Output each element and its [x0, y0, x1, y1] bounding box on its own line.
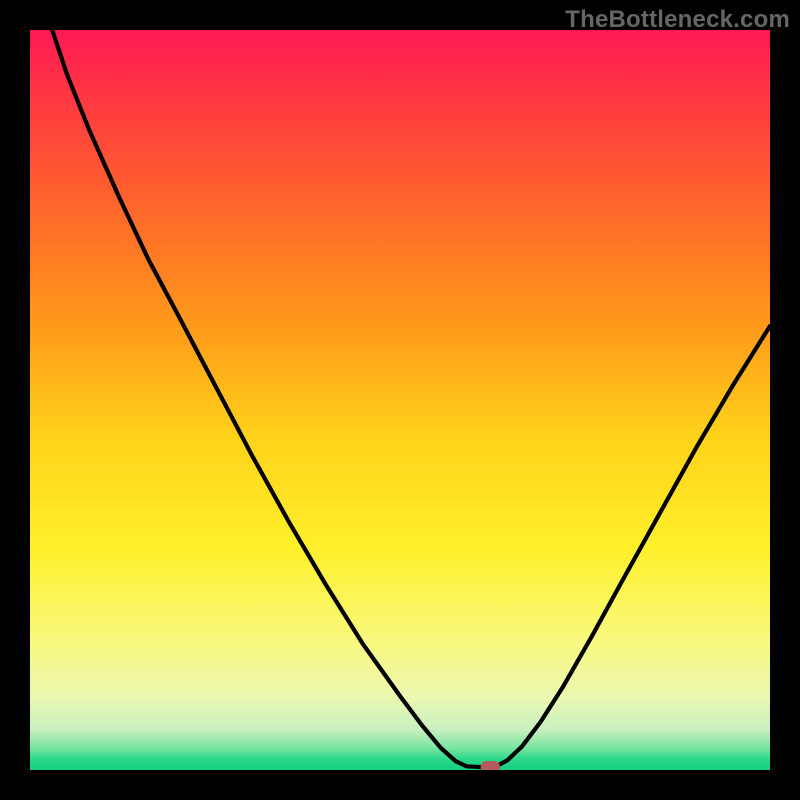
gradient-background — [30, 30, 770, 770]
chart-frame: TheBottleneck.com — [0, 0, 800, 800]
optimal-marker — [481, 761, 500, 770]
plot-area — [30, 30, 770, 770]
chart-svg — [30, 30, 770, 770]
